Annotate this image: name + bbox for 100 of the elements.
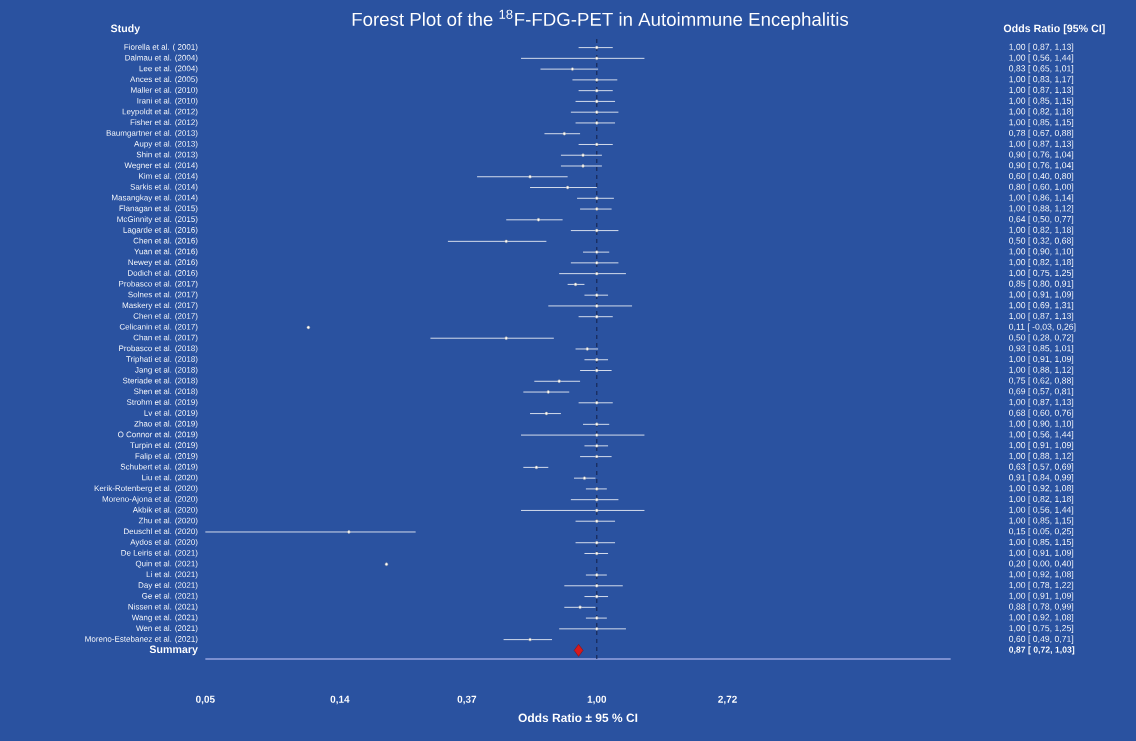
point xyxy=(595,45,599,50)
data-label: 1,00 [ 0,87, 1,13] xyxy=(1009,312,1074,321)
y-tick-label: Newey et al. (2016) xyxy=(128,259,198,267)
data-label: 0,93 [ 0,85, 1,01] xyxy=(1009,344,1074,354)
data-label: 1,00 [ 0,83, 1,17] xyxy=(1009,75,1074,84)
x-tick-label: 0,05 xyxy=(196,695,215,705)
data-label: 1,00 [ 0,90, 1,10] xyxy=(1009,420,1074,429)
point xyxy=(595,99,599,104)
point xyxy=(595,142,599,147)
y-tick-label: Steriade et al. (2018) xyxy=(122,377,198,385)
point xyxy=(595,584,599,588)
y-tick-label: Zhu et al. (2020) xyxy=(138,517,198,525)
point xyxy=(595,519,599,523)
point xyxy=(595,368,599,373)
data-label: 0,11 [ -0,03, 0,26] xyxy=(1009,323,1076,332)
y-tick-label: Baumgartner et al. (2013) xyxy=(106,129,198,138)
y-tick-label: Strohm et al. (2019) xyxy=(126,399,198,407)
point xyxy=(595,110,599,114)
data-label: 1,00 [ 0,78, 1,22] xyxy=(1009,581,1074,590)
y-tick-label: Jang et al. (2018) xyxy=(135,366,198,375)
data-label: 1,00 [ 0,91, 1,09] xyxy=(1009,291,1074,300)
data-label: 1,00 [ 0,86, 1,14] xyxy=(1009,194,1074,203)
y-tick-label: Falip et al. (2019) xyxy=(135,452,198,461)
point xyxy=(595,358,599,362)
y-tick-label: Probasco et al. (2018) xyxy=(119,345,198,353)
data-label: 0,63 [ 0,57, 0,69] xyxy=(1009,463,1074,472)
data-label: 0,69 [ 0,57, 0,81] xyxy=(1009,388,1074,397)
data-label: 1,00 [ 0,88, 1,12] xyxy=(1009,205,1074,214)
data-label: 1,00 [ 0,90, 1,10] xyxy=(1009,248,1074,257)
y-tick-label: Solnes et al. (2017) xyxy=(128,291,198,299)
data-label: 1,00 [ 0,87, 1,13] xyxy=(1009,86,1074,95)
data-label: 1,00 [ 0,88, 1,12] xyxy=(1009,366,1074,375)
data-label: 0,20 [ 0,00, 0,40] xyxy=(1009,560,1074,569)
point xyxy=(595,293,599,297)
data-label: 1,00 [ 0,92, 1,08] xyxy=(1009,614,1074,623)
data-label: 0,91 [ 0,84, 0,99] xyxy=(1009,474,1074,483)
y-tick-label: Deuschl et al. (2020) xyxy=(124,528,198,536)
data-label: 0,64 [ 0,50, 0,77] xyxy=(1009,215,1074,224)
y-tick-label: Liu et al. (2020) xyxy=(142,474,198,482)
point xyxy=(595,433,599,437)
y-tick-label: Maller et al. (2010) xyxy=(131,86,198,95)
y-tick-label: Moreno-Ajona et al. (2020) xyxy=(102,495,198,504)
point xyxy=(595,228,599,233)
x-tick-label: 0,37 xyxy=(457,695,477,705)
data-label: 1,00 [ 0,85, 1,15] xyxy=(1009,517,1074,526)
point xyxy=(595,508,599,513)
point xyxy=(595,271,599,276)
y-tick-label: Probasco et al. (2017) xyxy=(119,280,198,289)
y-tick-label: Ge et al. (2021) xyxy=(142,592,198,601)
data-label: 0,83 [ 0,65, 1,01] xyxy=(1009,65,1074,74)
data-label: 0,85 [ 0,80, 0,91] xyxy=(1009,280,1074,289)
data-label: 1,00 [ 0,82, 1,18] xyxy=(1009,108,1074,117)
data-label: 0,80 [ 0,60, 1,00] xyxy=(1009,183,1074,192)
data-label: 1,00 [ 0,87, 1,13] xyxy=(1009,398,1074,407)
point xyxy=(528,175,532,179)
x-tick-label: 2,72 xyxy=(718,695,737,705)
data-label: 1,00 [ 0,56, 1,44] xyxy=(1009,506,1074,515)
point xyxy=(595,314,599,319)
data-label: 1,00 [ 0,91, 1,09] xyxy=(1009,355,1074,364)
point xyxy=(595,487,599,491)
data-label: 1,00 [ 0,56, 1,44] xyxy=(1009,54,1074,63)
y-tick-label: Yuan et al. (2016) xyxy=(134,248,198,256)
data-label: 1,00 [ 0,91, 1,09] xyxy=(1009,549,1074,558)
y-tick-label: De Leiris et al. (2021) xyxy=(121,549,198,558)
x-tick-label: 1,00 xyxy=(587,695,607,705)
y-tick-label: Li et al. (2021) xyxy=(146,571,198,579)
y-tick-label: O Connor et al. (2019) xyxy=(117,431,198,439)
point xyxy=(595,121,599,125)
y-tick-label: Kerik-Rotenberg et al. (2020) xyxy=(94,485,198,493)
y-tick-label: Summary xyxy=(149,645,198,656)
data-label: 1,00 [ 0,91, 1,09] xyxy=(1009,441,1074,450)
point xyxy=(595,196,599,201)
point xyxy=(595,422,599,427)
text: 0,87 [ 0,72, 1,03] xyxy=(1009,646,1075,655)
y-tick-label: Triphati et al. (2018) xyxy=(126,356,198,364)
point xyxy=(595,250,599,254)
y-tick-label: Wang et al. (2021) xyxy=(131,614,198,622)
y-tick-label: Wegner et al. (2014) xyxy=(124,162,198,170)
y-tick-label: Day et al. (2021) xyxy=(138,582,198,590)
y-tick-label: Chan et al. (2017) xyxy=(133,334,198,342)
point xyxy=(595,444,599,448)
data-label: 1,00 [ 0,56, 1,44] xyxy=(1009,431,1074,440)
data-label: 1,00 [ 0,75, 1,25] xyxy=(1009,269,1074,278)
point xyxy=(595,573,599,577)
y-tick-label: Chen et al. (2017) xyxy=(133,312,198,321)
point xyxy=(595,78,599,82)
data-label: 1,00 [ 0,85, 1,15] xyxy=(1009,97,1074,106)
x-tick-label: 0,14 xyxy=(330,695,350,705)
point xyxy=(534,465,539,470)
y-tick-label: Fisher et al. (2012) xyxy=(130,119,198,127)
data-label: 1,00 [ 0,75, 1,25] xyxy=(1009,624,1074,633)
data-label: 1,00 [ 0,87, 1,13] xyxy=(1009,140,1074,149)
y-tick-label: Lv et al. (2019) xyxy=(144,409,198,418)
y-axis-title: Study xyxy=(110,24,141,35)
y-tick-label: Wen et al. (2021) xyxy=(136,625,198,633)
point xyxy=(528,637,532,642)
data-label: 0,90 [ 0,76, 1,04] xyxy=(1009,151,1074,160)
point xyxy=(595,541,599,545)
y-tick-label: Zhao et al. (2019) xyxy=(134,420,198,429)
data-label: 1,00 [ 0,91, 1,09] xyxy=(1009,592,1074,601)
